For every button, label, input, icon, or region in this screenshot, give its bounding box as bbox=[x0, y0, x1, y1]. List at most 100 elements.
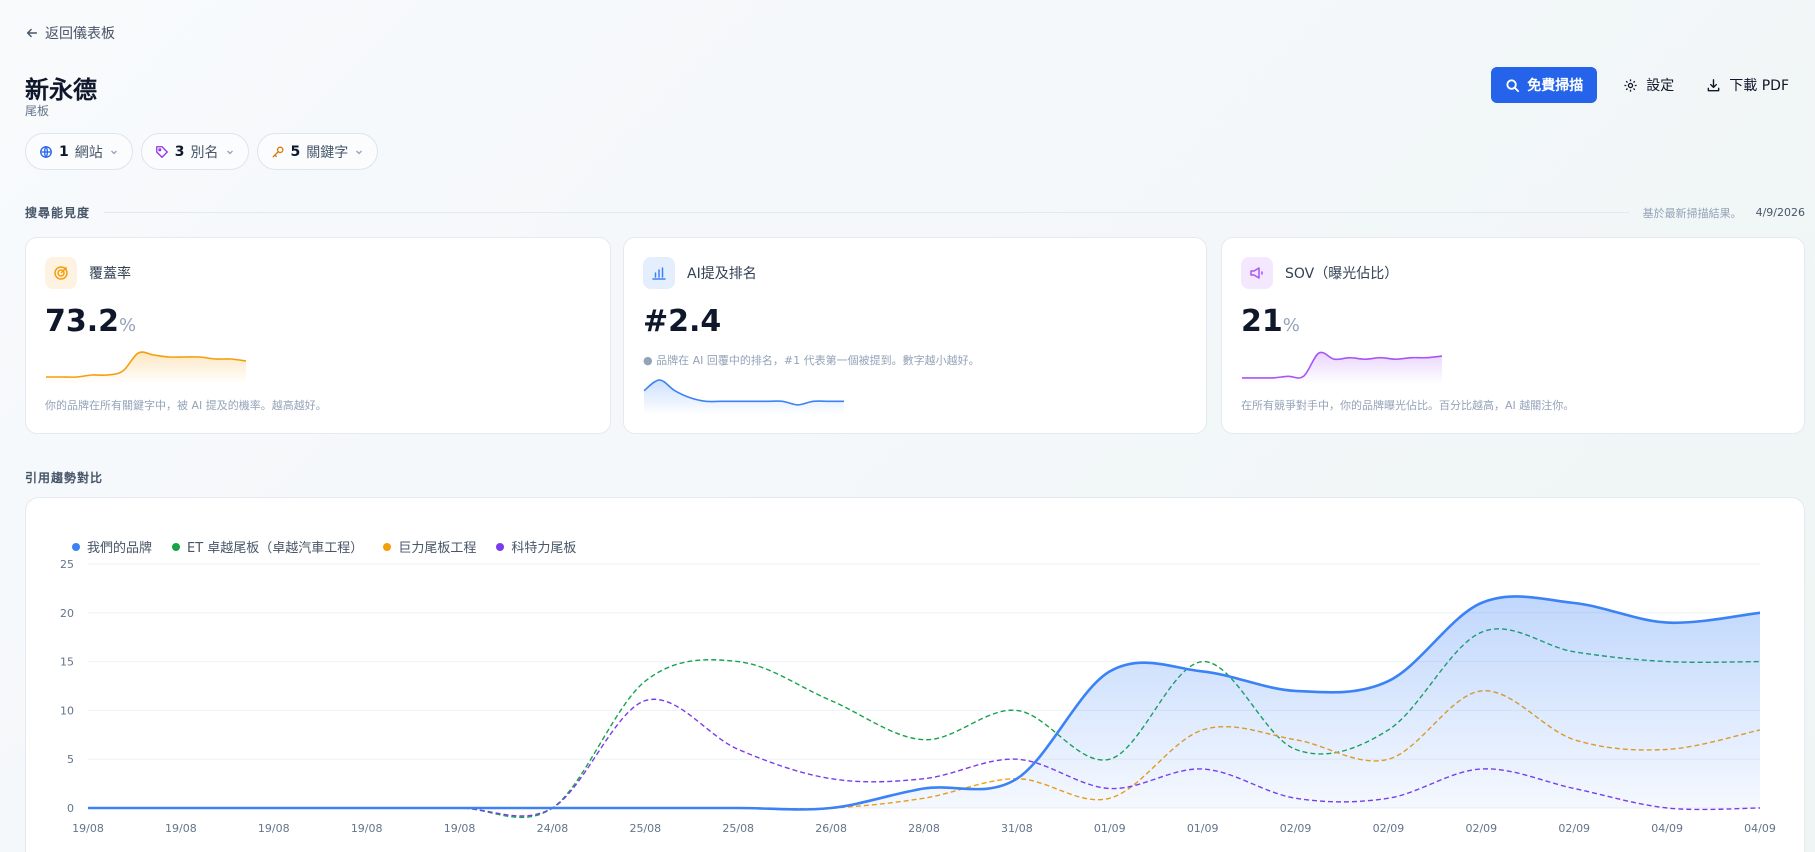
ai-rank-value: #2.4 bbox=[643, 304, 722, 339]
x-tick-label: 01/09 bbox=[1187, 822, 1219, 835]
y-tick-label: 10 bbox=[60, 704, 74, 717]
sov-card-head: SOV（曝光佔比） bbox=[1241, 257, 1398, 289]
visibility-section-note: 基於最新掃描結果。 bbox=[1642, 206, 1742, 220]
ai-rank-card-value-row: #2.4 bbox=[643, 304, 721, 339]
sparkline-line bbox=[45, 351, 247, 378]
chevron-down-icon bbox=[226, 150, 233, 154]
chip-websites-label: 網站 bbox=[74, 144, 103, 161]
trend-chart-card: 0 5 10 15 20 25 19/08 19/08 19/08 19/08 19/08 24/08… bbox=[25, 497, 1805, 852]
legend-dot bbox=[496, 542, 505, 551]
x-tick-label: 01/09 bbox=[1094, 822, 1126, 835]
sov-card-value-row: 21% bbox=[1241, 304, 1300, 339]
chevron-down-icon bbox=[110, 150, 117, 154]
sov-card-label: SOV（曝光佔比） bbox=[1285, 266, 1399, 282]
free-scan-label: 免費掃描 bbox=[1527, 78, 1584, 94]
x-tick-label: 19/08 bbox=[165, 822, 197, 835]
visibility-section-date: 4/9/2026 bbox=[1755, 206, 1805, 219]
download-icon bbox=[1707, 78, 1720, 91]
bar-chart-icon bbox=[643, 257, 675, 289]
download-pdf-button[interactable]: 下載 PDF bbox=[1700, 67, 1795, 103]
back-label: 返回儀表板 bbox=[45, 26, 115, 42]
chip-aliases[interactable]: 3 別名 bbox=[140, 133, 249, 170]
legend-item-juli[interactable]: 巨力尾板工程 bbox=[383, 537, 476, 556]
free-scan-button[interactable]: 免費掃描 bbox=[1491, 67, 1598, 103]
legend-item-our-brand[interactable]: 我們的品牌 bbox=[72, 537, 152, 556]
chip-aliases-count: 3 bbox=[174, 143, 185, 160]
chip-aliases-label: 別名 bbox=[190, 144, 219, 161]
sov-sparkline bbox=[1242, 351, 1443, 384]
x-tick-label: 19/08 bbox=[351, 822, 383, 835]
legend-dot bbox=[172, 542, 181, 551]
x-tick-label: 24/08 bbox=[537, 822, 569, 835]
trend-chart: 0 5 10 15 20 25 19/08 19/08 19/08 19/08 19/08 24/08… bbox=[60, 558, 1776, 835]
target-icon bbox=[45, 257, 77, 289]
ai-rank-card: AI提及排名 #2.4 ● 品牌在 AI 回覆中的排名，#1 代表第一個被提到。… bbox=[623, 237, 1207, 434]
legend-label: 巨力尾板工程 bbox=[398, 541, 477, 556]
series-area-our-brand bbox=[88, 596, 1760, 810]
back-link[interactable]: 返回儀表板 bbox=[25, 23, 115, 43]
megaphone-icon bbox=[1241, 257, 1273, 289]
x-tick-label: 04/09 bbox=[1651, 822, 1683, 835]
trend-section-header: 引用趨勢對比 bbox=[25, 469, 1805, 486]
y-tick-label: 20 bbox=[60, 607, 74, 620]
x-tick-label: 02/09 bbox=[1280, 822, 1312, 835]
y-tick-label: 15 bbox=[60, 656, 74, 669]
key-icon bbox=[272, 146, 283, 157]
gear-icon bbox=[1624, 78, 1637, 92]
y-tick-label: 25 bbox=[60, 558, 74, 571]
sov-value: 21 bbox=[1241, 304, 1283, 339]
section-divider bbox=[104, 212, 1629, 213]
sov-card-note: 在所有競爭對手中，你的品牌曝光佔比。百分比越高，AI 越關注你。 bbox=[1241, 399, 1575, 412]
sparkline-area bbox=[1242, 352, 1442, 384]
download-pdf-label: 下載 PDF bbox=[1729, 78, 1789, 94]
chip-keywords-label: 關鍵字 bbox=[306, 144, 349, 161]
filter-chips: 1 網站 3 別名 5 關鍵字 bbox=[25, 133, 379, 170]
visibility-section-title: 搜尋能見度 bbox=[25, 206, 91, 220]
chevron-down-icon bbox=[356, 150, 363, 154]
legend-label: 科特力尾板 bbox=[511, 541, 577, 556]
coverage-value: 73.2 bbox=[45, 304, 120, 339]
page-title: 新永德 bbox=[25, 76, 97, 104]
chip-websites[interactable]: 1 網站 bbox=[25, 133, 133, 170]
settings-button[interactable]: 設定 bbox=[1617, 67, 1680, 103]
coverage-card-value-row: 73.2% bbox=[45, 304, 136, 339]
search-icon bbox=[1506, 78, 1520, 92]
chip-keywords-count: 5 bbox=[290, 143, 301, 160]
x-tick-label: 02/09 bbox=[1465, 822, 1497, 835]
legend-item-keteli[interactable]: 科特力尾板 bbox=[496, 537, 576, 556]
sparkline-area bbox=[46, 352, 246, 384]
x-tick-label: 02/09 bbox=[1373, 822, 1405, 835]
coverage-unit: % bbox=[119, 315, 137, 336]
legend-dot bbox=[72, 542, 80, 551]
chip-keywords[interactable]: 5 關鍵字 bbox=[256, 133, 379, 170]
ai-rank-card-note: ● 品牌在 AI 回覆中的排名，#1 代表第一個被提到。數字越小越好。 bbox=[643, 354, 980, 367]
x-tick-label: 19/08 bbox=[444, 822, 476, 835]
sparkline-area bbox=[644, 380, 844, 415]
ai-rank-card-head: AI提及排名 bbox=[643, 257, 757, 289]
x-tick-label: 31/08 bbox=[1001, 822, 1033, 835]
coverage-card-head: 覆蓋率 bbox=[45, 257, 131, 289]
x-tick-label: 25/08 bbox=[722, 822, 754, 835]
arrow-left-icon bbox=[26, 28, 38, 38]
x-tick-label: 19/08 bbox=[72, 822, 104, 835]
series-line-our-brand bbox=[88, 595, 1761, 811]
legend-item-et[interactable]: ET 卓越尾板（卓越汽車工程） bbox=[172, 537, 363, 556]
x-tick-label: 26/08 bbox=[815, 822, 847, 835]
chip-websites-count: 1 bbox=[59, 143, 69, 160]
sov-unit: % bbox=[1282, 315, 1300, 336]
coverage-card-label: 覆蓋率 bbox=[89, 266, 131, 282]
coverage-card: 覆蓋率 73.2% 你的品牌在所有關鍵字中，被 AI 提及的機率。越高越好。 bbox=[25, 237, 611, 434]
chart-legend: 我們的品牌 ET 卓越尾板（卓越汽車工程） 巨力尾板工程 科特力尾板 bbox=[72, 537, 576, 556]
page-subtitle: 尾板 bbox=[25, 104, 50, 118]
ai-rank-note-text: 品牌在 AI 回覆中的排名，#1 代表第一個被提到。數字越小越好。 bbox=[656, 354, 980, 367]
coverage-sparkline bbox=[45, 351, 247, 384]
settings-label: 設定 bbox=[1646, 78, 1675, 94]
ai-rank-card-label: AI提及排名 bbox=[687, 266, 757, 282]
sov-card: SOV（曝光佔比） 21% 在所有競爭對手中，你的品牌曝光佔比。百分比越高，AI… bbox=[1221, 237, 1805, 434]
x-tick-label: 28/08 bbox=[908, 822, 940, 835]
legend-label: 我們的品牌 bbox=[87, 541, 153, 556]
coverage-card-note: 你的品牌在所有關鍵字中，被 AI 提及的機率。越高越好。 bbox=[45, 399, 327, 412]
trend-section-title: 引用趨勢對比 bbox=[25, 471, 104, 485]
ai-rank-sparkline bbox=[643, 379, 844, 415]
visibility-section-header: 搜尋能見度 基於最新掃描結果。 4/9/2026 bbox=[25, 204, 1805, 221]
